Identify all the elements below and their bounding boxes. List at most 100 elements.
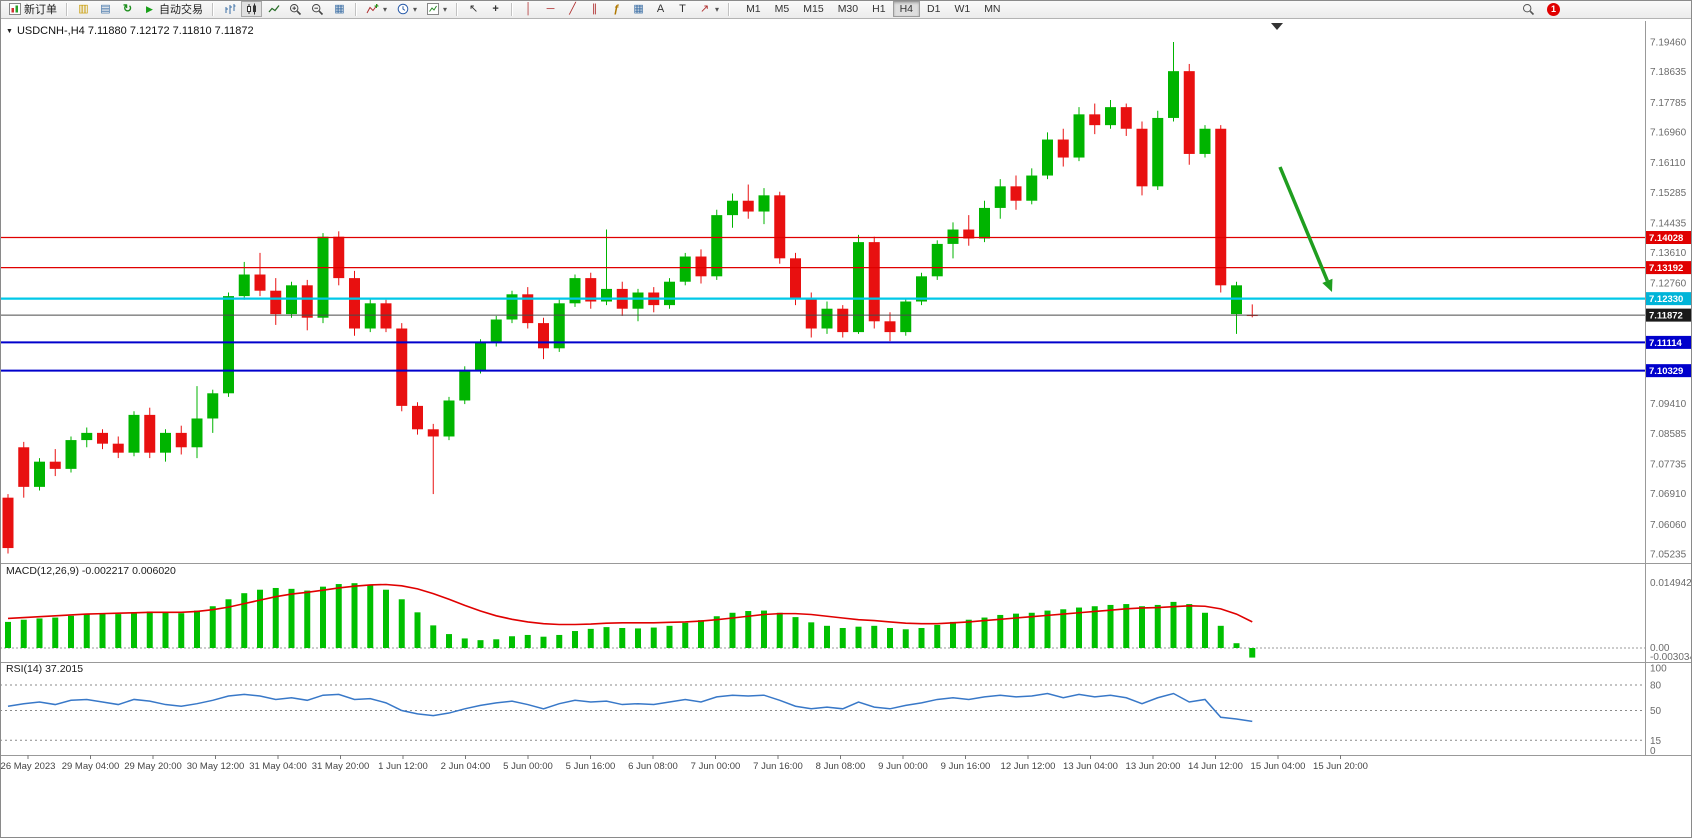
svg-text:7 Jun 16:00: 7 Jun 16:00 — [753, 761, 803, 772]
shapes-icon: ▦ — [633, 2, 644, 15]
support-blue-2-badge — [1646, 364, 1692, 378]
svg-text:29 May 04:00: 29 May 04:00 — [62, 761, 120, 772]
shapes-button[interactable]: ▦ — [628, 1, 649, 17]
svg-text:5 Jun 00:00: 5 Jun 00:00 — [503, 761, 553, 772]
templates-button[interactable]: ▾ — [422, 1, 451, 17]
tile-windows-button[interactable]: ▦ — [329, 1, 350, 17]
profiles-icon: ▤ — [100, 2, 111, 15]
horizontal-lines[interactable] — [0, 236, 1645, 372]
macd-pane: 0.014942 0.00-0.003034 — [0, 578, 1692, 663]
svg-text:7.16960: 7.16960 — [1650, 127, 1687, 138]
price-axis[interactable]: 7.19460 7.18635 7.17785 7.16960 7.16110 7.152… — [1650, 38, 1687, 561]
svg-text:12 Jun 12:00: 12 Jun 12:00 — [1001, 761, 1056, 772]
crosshair-button[interactable]: + — [485, 1, 506, 17]
resistance-1-badge — [1646, 231, 1692, 245]
indicators-button[interactable]: ▾ — [362, 1, 391, 17]
zoom-in-button[interactable] — [285, 1, 306, 17]
timeframe-button-d1[interactable]: D1 — [920, 1, 947, 17]
svg-text:7.06060: 7.06060 — [1650, 520, 1687, 531]
support-blue-1-badge — [1646, 335, 1692, 349]
periods-button[interactable]: ▾ — [392, 1, 421, 17]
time-axis[interactable]: 26 May 2023 29 May 04:00 29 May 20:00 30 Ma… — [1, 755, 1368, 772]
svg-text:7.07735: 7.07735 — [1650, 460, 1687, 471]
line-chart-icon — [267, 3, 280, 16]
refresh-button[interactable]: ↻ — [117, 1, 138, 17]
pane-separators[interactable] — [0, 563, 1692, 756]
price-badges: 7.14028 7.13192 7.12330 7.11872 7.11114 7.103… — [1646, 231, 1692, 378]
channel-icon: ∥ — [591, 2, 598, 15]
new-order-label: 新订单 — [24, 4, 57, 16]
timeframe-button-h1[interactable]: H1 — [865, 1, 892, 17]
timeframe-button-m15[interactable]: M15 — [796, 1, 830, 17]
svg-text:13 Jun 04:00: 13 Jun 04:00 — [1063, 761, 1118, 772]
rsi-line — [7, 692, 1253, 723]
search-icon — [1522, 3, 1535, 16]
svg-text:7.06910: 7.06910 — [1650, 489, 1687, 500]
resistance-2-badge — [1646, 261, 1692, 275]
auto-trading-button[interactable]: ▶ 自动交易 — [139, 1, 207, 17]
timeframe-button-h4[interactable]: H4 — [892, 1, 920, 17]
chevron-down-icon: ▾ — [443, 4, 448, 14]
new-order-button[interactable]: 新订单 — [4, 1, 61, 17]
svg-text:0.014942: 0.014942 — [1650, 578, 1692, 589]
svg-text:7.15285: 7.15285 — [1650, 188, 1687, 199]
timeframe-button-w1[interactable]: W1 — [947, 1, 977, 17]
new-chart-button[interactable]: ▥ — [73, 1, 94, 17]
search-button[interactable] — [1518, 1, 1539, 17]
chart-shift-marker[interactable] — [1271, 23, 1283, 30]
horizontal-line-icon: ─ — [546, 2, 555, 15]
svg-text:8 Jun 08:00: 8 Jun 08:00 — [816, 761, 866, 772]
macd-label: MACD(12,26,9) -0.002217 0.006020 — [6, 565, 176, 577]
svg-text:31 May 20:00: 31 May 20:00 — [312, 761, 370, 772]
svg-text:7.05235: 7.05235 — [1650, 550, 1687, 561]
template-icon — [426, 3, 439, 16]
fibonacci-icon: ƒ — [613, 2, 620, 15]
svg-text:-0.003034: -0.003034 — [1650, 652, 1692, 663]
chevron-down-icon: ▾ — [715, 4, 720, 14]
auto-trading-label: 自动交易 — [159, 4, 203, 16]
timeframe-button-mn[interactable]: MN — [977, 1, 1007, 17]
timeframe-button-m30[interactable]: M30 — [831, 1, 865, 17]
candlestick-chart-button[interactable] — [241, 1, 262, 17]
svg-text:7.12330: 7.12330 — [1649, 294, 1683, 305]
svg-text:5 Jun 16:00: 5 Jun 16:00 — [566, 761, 616, 772]
main-toolbar: 新订单 ▥ ▤ ↻ ▶ 自动交易 ▦ ▾ ▾ ▾ ↖ + │ ─ ╱ ∥ ƒ ▦… — [0, 0, 1692, 19]
trend-arrow-annotation[interactable] — [1278, 166, 1333, 292]
svg-text:7.16110: 7.16110 — [1650, 158, 1686, 169]
trendline-button[interactable]: ╱ — [562, 1, 583, 17]
svg-text:7 Jun 00:00: 7 Jun 00:00 — [691, 761, 741, 772]
profiles-button[interactable]: ▤ — [95, 1, 116, 17]
vertical-line-icon: │ — [525, 2, 532, 15]
chevron-down-icon: ▾ — [413, 4, 418, 14]
horizontal-line-button[interactable]: ─ — [540, 1, 561, 17]
notification-badge[interactable]: 1 — [1547, 2, 1560, 16]
fibonacci-button[interactable]: ƒ — [606, 1, 627, 17]
svg-text:7.14028: 7.14028 — [1649, 233, 1683, 244]
svg-text:80: 80 — [1650, 681, 1662, 692]
clock-icon — [396, 3, 409, 16]
zoom-out-icon — [311, 3, 324, 16]
channel-button[interactable]: ∥ — [584, 1, 605, 17]
text-label-button[interactable]: T — [672, 1, 693, 17]
timeframe-button-m5[interactable]: M5 — [768, 1, 797, 17]
timeframe-button-m1[interactable]: M1 — [739, 1, 768, 17]
zoom-out-button[interactable] — [307, 1, 328, 17]
tile-windows-icon: ▦ — [334, 2, 345, 15]
bar-chart-button[interactable] — [219, 1, 240, 17]
svg-text:1 Jun 12:00: 1 Jun 12:00 — [378, 761, 428, 772]
candlestick-chart-icon — [245, 3, 258, 16]
text-button[interactable]: A — [650, 1, 671, 17]
svg-text:7.11114: 7.11114 — [1649, 338, 1682, 349]
svg-text:7.19460: 7.19460 — [1650, 38, 1687, 49]
line-chart-button[interactable] — [263, 1, 284, 17]
toolbar-right-zone: 1 — [1518, 1, 1560, 17]
vertical-line-button[interactable]: │ — [518, 1, 539, 17]
arrows-button[interactable]: ↗ ▾ — [694, 1, 723, 17]
toolbar-separator — [511, 2, 514, 16]
cursor-button[interactable]: ↖ — [463, 1, 484, 17]
svg-text:15: 15 — [1650, 736, 1662, 747]
symbol-ohlc-title: USDCNH-,H4 7.11880 7.12172 7.11810 7.118… — [16, 25, 254, 37]
symbol-menu-icon[interactable]: ▼ — [6, 28, 13, 35]
trendline-icon: ╱ — [569, 2, 576, 15]
